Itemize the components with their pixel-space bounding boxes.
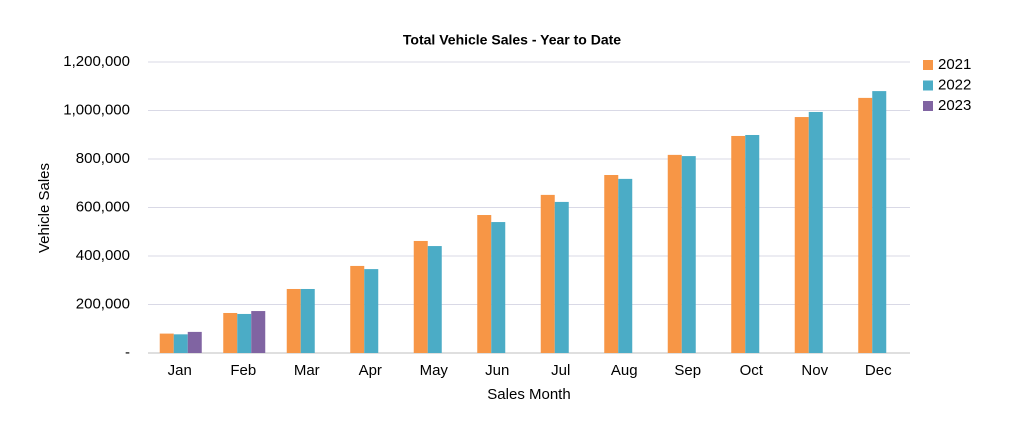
y-tick-label: 400,000 xyxy=(76,247,130,264)
bar xyxy=(858,97,873,353)
bar xyxy=(667,154,682,353)
chart-title: Total Vehicle Sales - Year to Date xyxy=(403,32,621,48)
x-tick-label: Dec xyxy=(865,362,892,379)
x-tick-label: Aug xyxy=(611,362,638,379)
bar xyxy=(286,288,301,353)
legend-label: 2023 xyxy=(938,97,971,114)
y-tick-label: 600,000 xyxy=(76,198,130,215)
x-tick-label: Jul xyxy=(551,362,570,379)
bar xyxy=(237,313,252,353)
x-tick-label: Mar xyxy=(294,362,320,379)
bar xyxy=(223,312,238,353)
bar xyxy=(872,91,887,353)
bar xyxy=(745,134,760,353)
bar xyxy=(491,222,506,353)
x-tick-label: Jan xyxy=(168,362,192,379)
legend-label: 2022 xyxy=(938,76,971,93)
bar xyxy=(681,156,696,353)
legend-swatch xyxy=(923,101,933,111)
x-tick-label: Apr xyxy=(359,362,382,379)
y-tick-label: 1,000,000 xyxy=(63,101,130,118)
legend-swatch xyxy=(923,80,933,91)
y-tick-label: 1,200,000 xyxy=(63,53,130,70)
bar xyxy=(477,215,492,353)
y-tick-label: 800,000 xyxy=(76,150,130,167)
y-tick-label: - xyxy=(125,344,130,361)
bar xyxy=(540,194,555,353)
bar xyxy=(187,331,202,353)
bar xyxy=(808,111,823,353)
bar xyxy=(413,240,428,353)
legend-swatch xyxy=(923,60,933,70)
x-tick-label: Nov xyxy=(801,362,828,379)
y-tick-label: 200,000 xyxy=(76,295,130,312)
bar xyxy=(173,334,188,353)
bar xyxy=(618,178,633,353)
bar xyxy=(350,265,365,353)
bar xyxy=(554,201,569,353)
bar xyxy=(300,288,315,353)
x-tick-label: May xyxy=(420,362,449,379)
x-tick-label: Sep xyxy=(674,362,701,379)
y-axis-label: Vehicle Sales xyxy=(36,163,53,253)
legend-label: 2021 xyxy=(938,56,971,73)
bar xyxy=(731,135,746,353)
x-tick-label: Oct xyxy=(740,362,764,379)
bar xyxy=(159,333,174,353)
bar xyxy=(364,269,379,353)
bar xyxy=(427,246,442,353)
x-tick-label: Feb xyxy=(230,362,256,379)
x-axis-label: Sales Month xyxy=(487,386,570,403)
bar xyxy=(794,117,809,353)
bar xyxy=(251,311,266,353)
bar xyxy=(604,175,619,353)
x-tick-label: Jun xyxy=(485,362,509,379)
